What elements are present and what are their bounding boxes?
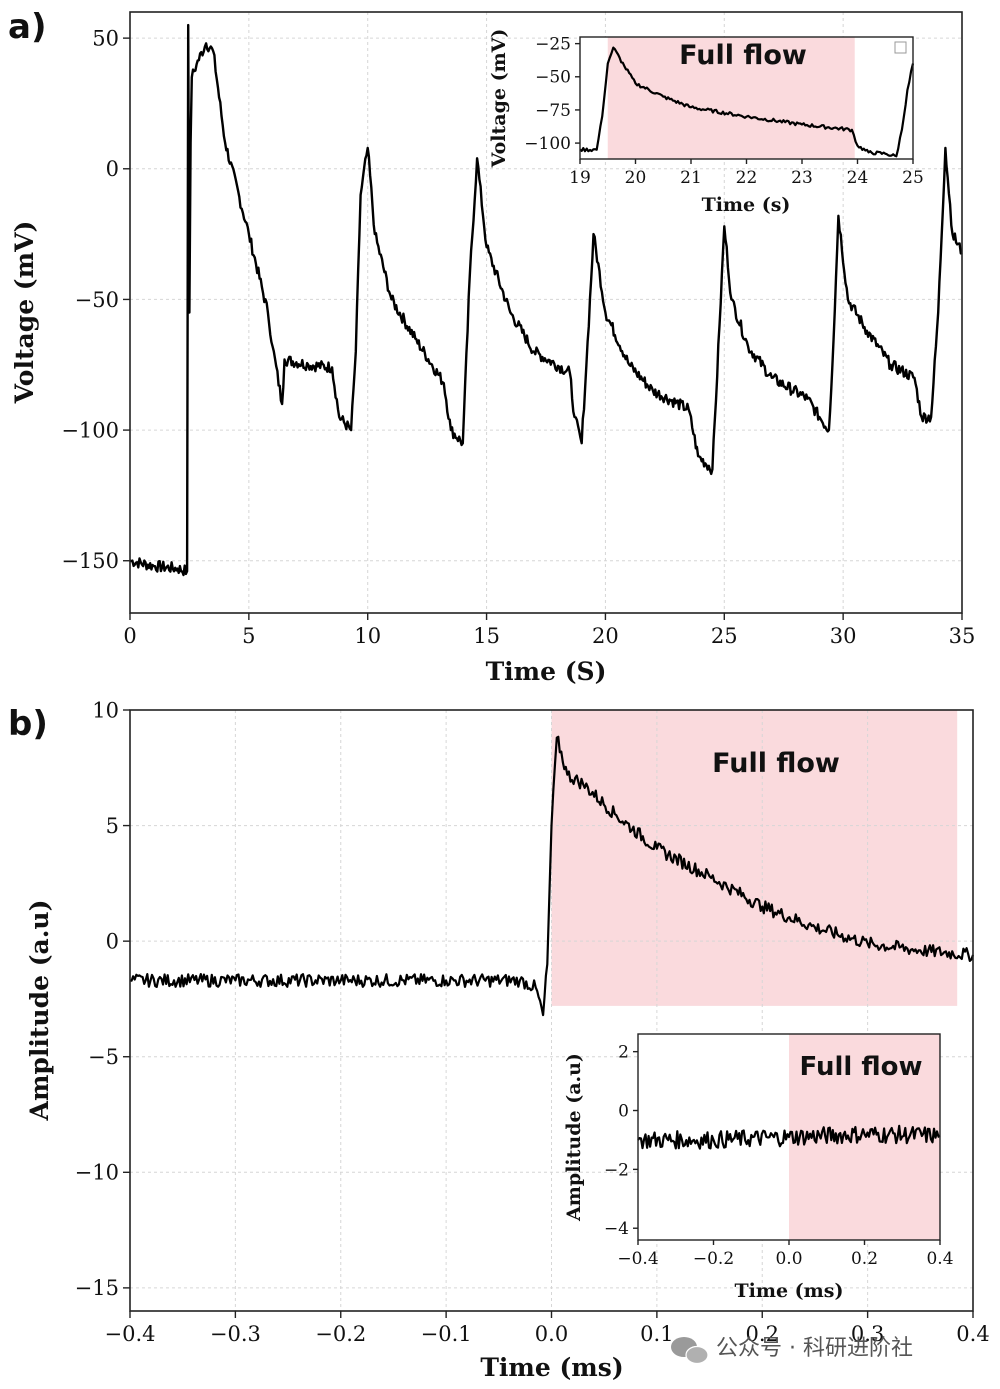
ai-series-line: [579, 46, 915, 158]
y-tick-label: −5: [88, 1045, 119, 1069]
x-tick-label: −0.1: [421, 1322, 472, 1346]
x-tick-label: 23: [791, 168, 813, 188]
y-tick-label: −25: [535, 35, 571, 55]
x-tick-label: 5: [242, 624, 255, 648]
x-tick-label: 25: [711, 624, 738, 648]
x-tick-label: 0: [123, 624, 136, 648]
x-tick-label: 0.0: [775, 1249, 802, 1269]
y-tick-label: 0: [618, 1101, 629, 1121]
x-tick-label: 19: [569, 168, 591, 188]
y-tick-label: −150: [61, 549, 119, 573]
y-tick-label: −10: [75, 1161, 119, 1185]
x-tick-label: 0.2: [851, 1249, 878, 1269]
watermark: 公众号 · 科研进阶社: [671, 1336, 913, 1365]
panel-b-inset-traces: [637, 1124, 941, 1150]
panel-a-xlabel: Time (S): [486, 657, 607, 686]
y-tick-label: −15: [75, 1276, 119, 1300]
x-tick-label: 30: [830, 624, 857, 648]
y-tick-label: 0: [106, 930, 119, 954]
panel-a-inset-annotation: Full flow: [679, 40, 807, 71]
y-tick-label: 2: [618, 1043, 629, 1063]
x-tick-label: 35: [949, 624, 976, 648]
panel-a-ticks: 0 5 10 15 20 25 30 35 50 0 −50 −100 −150: [61, 26, 975, 648]
y-tick-label: −50: [75, 288, 119, 312]
x-tick-label: 10: [354, 624, 381, 648]
y-tick-label: −100: [524, 134, 571, 154]
y-tick-label: −50: [535, 68, 571, 88]
y-tick-label: −75: [535, 101, 571, 121]
panel-a-traces: [129, 23, 963, 577]
panel-a-inset-ylabel: Voltage (mV): [488, 29, 510, 169]
x-tick-label: 0.3: [851, 1322, 884, 1346]
x-tick-label: −0.2: [315, 1322, 366, 1346]
panel-a-inset-shade: [607, 37, 855, 159]
panel-b-inset-annotation: Full flow: [799, 1052, 922, 1082]
y-tick-label: −2: [604, 1160, 629, 1180]
panel-a: a) 0 5 10 15 20 25 30 35 50 0 −50 −100 −150 Time (S)…: [8, 7, 975, 686]
panel-b-traces: [129, 735, 975, 1017]
y-tick-label: 50: [92, 26, 119, 50]
x-tick-label: −0.3: [210, 1322, 261, 1346]
panel-b-ticks: −0.4 −0.3 −0.2 −0.1 0.0 0.1 0.2 0.3 0.4 10 5 0 −5 −10…: [75, 698, 990, 1346]
panel-a-ylabel: Voltage (mV): [10, 221, 39, 405]
panel-b-annotation: Full flow: [712, 748, 840, 779]
legend-box-icon: [894, 41, 907, 54]
x-tick-label: −0.4: [617, 1249, 658, 1269]
y-tick-label: 5: [106, 814, 119, 838]
x-tick-label: 0.4: [956, 1322, 989, 1346]
x-tick-label: −0.2: [693, 1249, 734, 1269]
x-tick-label: 25: [902, 168, 924, 188]
ai-shaded-region: [607, 37, 855, 159]
panel-a-label: a): [8, 7, 46, 47]
watermark-text: 公众号 · 科研进阶社: [716, 1336, 913, 1361]
panel-a-inset: 19 20 21 22 23 24 25 −25 −50 −75 −100 Full flow Ti…: [488, 29, 924, 216]
y-tick-label: −100: [61, 418, 119, 442]
x-tick-label: 0.4: [926, 1249, 953, 1269]
y-tick-label: 10: [92, 698, 119, 722]
panel-b-inset: −0.4 −0.2 0.0 0.2 0.4 2 0 −2 −4 Full flow Time (…: [563, 1033, 954, 1302]
x-tick-label: 0.2: [746, 1322, 779, 1346]
x-tick-label: −0.4: [105, 1322, 156, 1346]
panel-b-inset-ticks: −0.4 −0.2 0.0 0.2 0.4 2 0 −2 −4: [604, 1043, 954, 1269]
panel-b-xlabel: Time (ms): [480, 1353, 623, 1382]
x-tick-label: 22: [736, 168, 758, 188]
panel-a-inset-xlabel: Time (s): [702, 194, 791, 216]
panel-b-label: b): [8, 704, 48, 744]
x-tick-label: 20: [592, 624, 619, 648]
b-series-line: [129, 735, 975, 1017]
bi-series-line: [637, 1124, 941, 1150]
x-tick-label: 20: [625, 168, 647, 188]
panel-b: b) −0.4 −0.3 −0.2 −0.1 0.0 0.1 0.2 0.3 0.4 10 5 0 −5…: [8, 698, 990, 1382]
y-tick-label: −4: [604, 1219, 629, 1239]
x-tick-label: 24: [847, 168, 869, 188]
panel-a-inset-ticks: 19 20 21 22 23 24 25 −25 −50 −75 −100: [524, 35, 924, 188]
wechat-icon: [671, 1337, 709, 1365]
x-tick-label: 21: [680, 168, 702, 188]
x-tick-label: 0.0: [535, 1322, 568, 1346]
x-tick-label: 0.1: [640, 1322, 673, 1346]
a-series-line: [129, 23, 963, 577]
b-shaded-region: [551, 710, 958, 1006]
y-tick-label: 0: [106, 157, 119, 181]
panel-b-shade: [551, 710, 958, 1006]
panel-b-inset-ylabel: Amplitude (a.u): [563, 1053, 585, 1222]
panel-b-ylabel: Amplitude (a.u): [25, 900, 54, 1122]
panel-a-frame: [129, 11, 963, 614]
panel-b-inset-xlabel: Time (ms): [735, 1280, 844, 1302]
panel-a-inset-traces: [579, 46, 915, 158]
x-tick-label: 15: [473, 624, 500, 648]
